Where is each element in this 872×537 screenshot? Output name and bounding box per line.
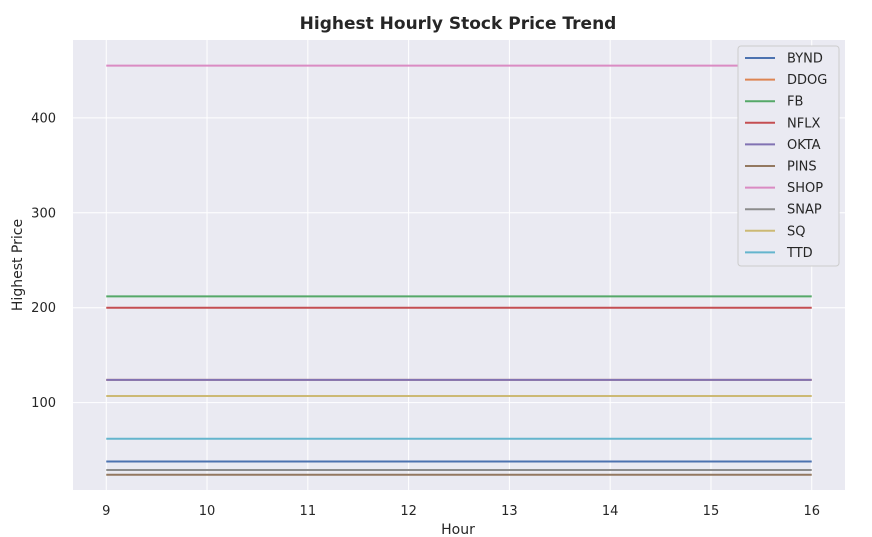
y-tick-label: 300 [31, 206, 56, 221]
y-tick-label: 400 [31, 111, 56, 126]
legend-label: SQ [787, 224, 805, 239]
legend-label: SNAP [787, 203, 822, 218]
y-tick-labels: 100 200 300 400 [31, 111, 56, 411]
legend-label: OKTA [787, 138, 821, 153]
legend-label: DDOG [787, 73, 827, 88]
legend: BYND DDOG FB NFLX OKTA PINS SHOP SNAP SQ TTD [737, 45, 840, 267]
legend-label: SHOP [787, 181, 823, 196]
chart-title: Highest Hourly Stock Price Trend [300, 14, 617, 34]
x-tick-label: 16 [803, 504, 820, 519]
x-tick-label: 10 [199, 504, 216, 519]
legend-label: BYND [787, 52, 823, 67]
x-tick-label: 13 [501, 504, 518, 519]
y-tick-label: 100 [31, 396, 56, 411]
x-tick-labels: 9 10 11 12 13 14 15 16 [102, 504, 820, 519]
x-tick-label: 14 [602, 504, 619, 519]
y-tick-label: 200 [31, 301, 56, 316]
x-tick-label: 12 [400, 504, 417, 519]
plot-area [73, 40, 845, 490]
legend-label: PINS [787, 160, 817, 175]
legend-label: FB [787, 95, 803, 110]
x-tick-label: 15 [703, 504, 720, 519]
x-tick-label: 11 [300, 504, 317, 519]
y-axis-label: Highest Price [10, 219, 26, 311]
legend-label: TTD [786, 246, 813, 261]
x-tick-label: 9 [102, 504, 110, 519]
series-lines [106, 64, 812, 476]
x-axis-label: Hour [441, 522, 475, 537]
legend-label: NFLX [787, 116, 820, 131]
